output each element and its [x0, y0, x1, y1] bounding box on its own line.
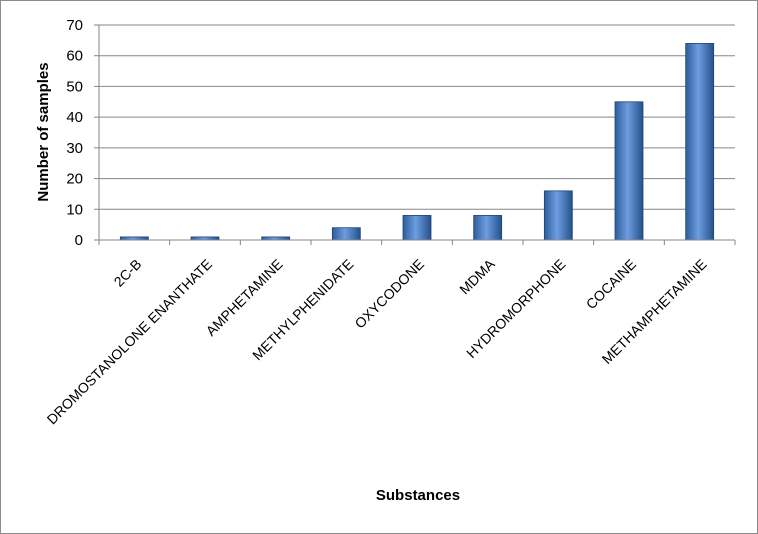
x-axis-title: Substances [376, 487, 460, 504]
y-tick-label: 50 [66, 78, 83, 95]
gridlines [99, 24, 735, 210]
y-tick-label: 0 [75, 232, 83, 249]
bar-methylphenidate [331, 227, 361, 241]
y-tick-label: 10 [66, 201, 83, 218]
x-tick-label: 2C-B [111, 256, 145, 290]
bar-methamphetamine [685, 43, 715, 241]
bar-hydromorphone [543, 190, 573, 241]
axes [94, 24, 736, 245]
x-tick-label: MDMA [456, 255, 498, 297]
y-tick-label: 30 [66, 140, 83, 157]
x-tick-label: COCAINE [583, 256, 639, 312]
y-tick-label: 60 [66, 48, 83, 65]
bar-oxycodone [402, 215, 432, 241]
bar-cocaine [614, 101, 644, 241]
bar-mdma [473, 215, 503, 241]
x-tick-label: OXYCODONE [351, 256, 427, 332]
y-axis-title: Number of samples [35, 62, 52, 201]
y-tick-label: 20 [66, 171, 83, 188]
y-tick-label: 40 [66, 109, 83, 126]
bars [119, 43, 715, 241]
y-tick-label: 70 [66, 17, 83, 34]
